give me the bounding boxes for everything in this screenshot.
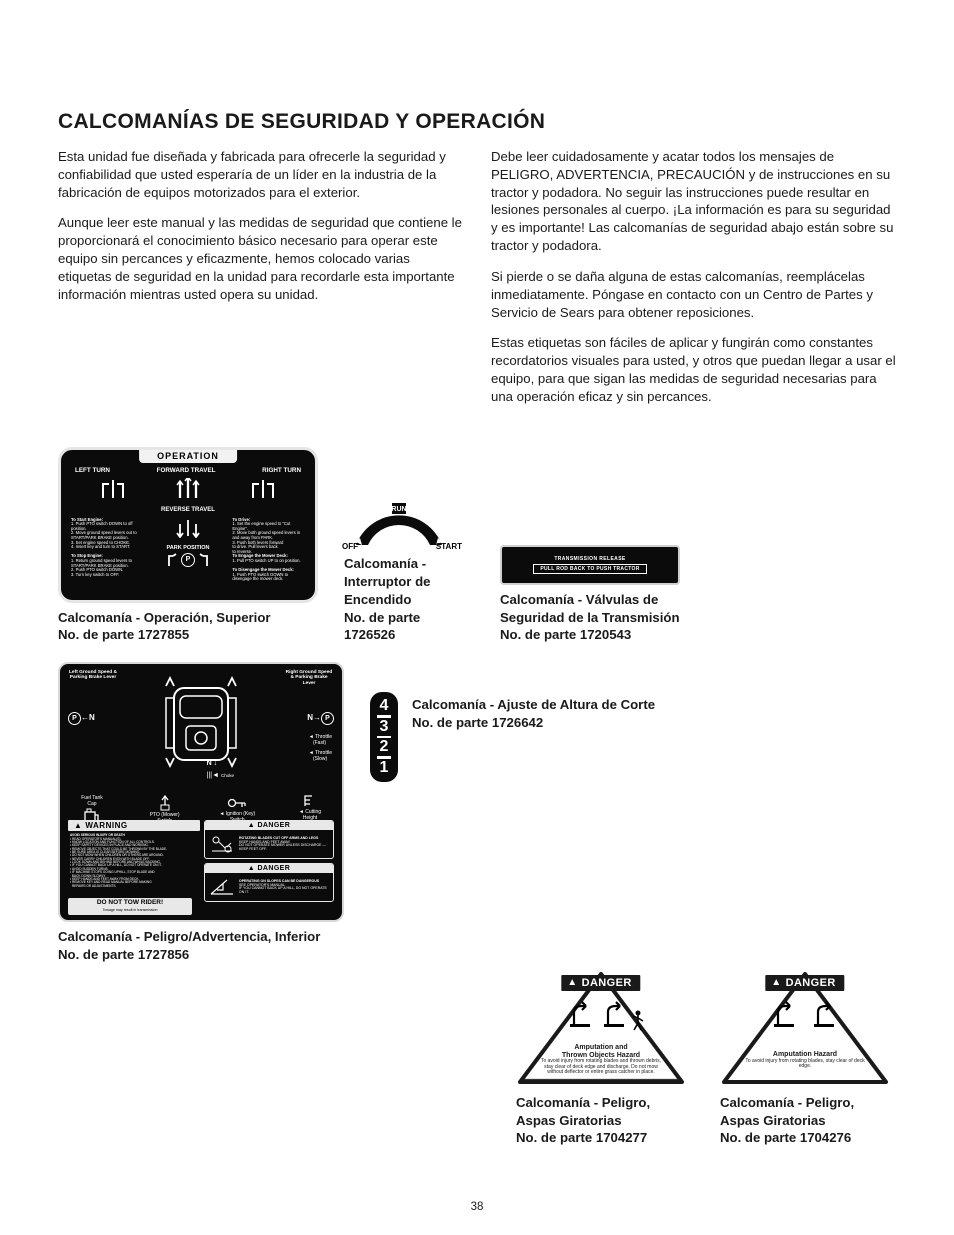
trans-caption-title: Calcomanía - Válvulas de Seguridad de la… [500, 591, 700, 627]
height-caption-title: Calcomanía - Ajuste de Altura de Corte [412, 696, 655, 714]
intro-left-p2: Aunque leer este manual y las medidas de… [58, 214, 463, 303]
lever-icon [99, 478, 127, 502]
height-caption-part: No. de parte 1726642 [412, 714, 655, 732]
danger-triangle-2: ▲DANGER Amputation Hazard To avoid injur… [720, 970, 890, 1088]
danger-triangle-1-block: ▲DANGER Amputation and Thrown Objects Ha… [516, 970, 686, 1147]
warning-decal: Left Ground Speed & Parking Brake Lever … [58, 662, 344, 922]
danger2-caption-part: No. de parte 1704276 [720, 1129, 890, 1147]
danger-banner-1: ▲DANGER [561, 975, 640, 991]
decal-row-1: OPERATION LEFT TURN FORWARD TRAVEL RIGHT… [58, 447, 896, 645]
decal-row-3: ▲DANGER Amputation and Thrown Objects Ha… [58, 970, 896, 1147]
switch-caption-title: Calcomanía - Interruptor de Encendido [344, 555, 474, 608]
intro-right-p1: Debe leer cuidadosamente y acatar todos … [491, 148, 896, 255]
park-symbol: P [181, 553, 195, 567]
switch-decal: RUN OFF START [344, 497, 454, 549]
decal-section: OPERATION LEFT TURN FORWARD TRAVEL RIGHT… [58, 447, 896, 1148]
warning-decal-block: Left Ground Speed & Parking Brake Lever … [58, 662, 348, 964]
instr-col-2: PARK POSITION P [152, 518, 225, 592]
reverse-label: REVERSE TRAVEL [161, 507, 215, 513]
danger-banner-2: ▲DANGER [765, 975, 844, 991]
operation-header: OPERATION [139, 449, 237, 463]
switch-off-label: OFF [342, 542, 358, 551]
svg-text:RUN: RUN [391, 506, 406, 513]
danger-mini-1: ▲ DANGER ROTATING BLADES CUT OFF ARMS AN… [204, 820, 334, 859]
danger1-sub: To avoid injury from rotating blades and… [536, 1059, 666, 1076]
height-n3: 3 [380, 719, 389, 735]
intro-right-p3: Estas etiquetas son fáciles de aplicar y… [491, 334, 896, 405]
switch-decal-block: RUN OFF START Calcomanía - Interruptor d… [344, 497, 474, 644]
page-title: CALCOMANÍAS DE SEGURIDAD Y OPERACIÓN [58, 110, 896, 134]
no-tow-banner: DO NOT TOW RIDER! Towage may result in t… [68, 898, 192, 915]
danger2-caption-title: Calcomanía - Peligro, Aspas Giratorias [720, 1094, 890, 1130]
park-arm-icon [167, 553, 178, 567]
warn-top-right: Right Ground Speed & Parking Brake Lever [284, 670, 334, 686]
trans-caption-part: No. de parte 1720543 [500, 626, 700, 644]
warn-top-left: Left Ground Speed & Parking Brake Lever [68, 670, 118, 686]
tractor-icon [136, 674, 266, 784]
trans-line1: TRANSMISSION RELEASE [554, 556, 625, 562]
intro-col-right: Debe leer cuidadosamente y acatar todos … [491, 148, 896, 419]
key-icon [227, 796, 247, 810]
lever-icon [174, 518, 202, 538]
intro-col-left: Esta unidad fue diseñada y fabricada par… [58, 148, 463, 419]
park-position-label: PARK POSITION [152, 545, 225, 551]
operation-caption-part: No. de parte 1727855 [58, 626, 318, 644]
intro-right-p2: Si pierde o se daña alguna de estas calc… [491, 268, 896, 321]
lever-icon [174, 478, 202, 502]
warning-caption-title: Calcomanía - Peligro/Advertencia, Inferi… [58, 928, 348, 946]
height-n1: 1 [380, 760, 389, 776]
trans-line2: PULL ROD BACK TO PUSH TRACTOR [533, 564, 646, 574]
danger1-caption-title: Calcomanía - Peligro, Aspas Giratorias [516, 1094, 686, 1130]
page-number: 38 [471, 1201, 484, 1213]
danger1-line1: Amputation and [536, 1044, 666, 1052]
warning-body-text: AVOID SERIOUS INJURY OR DEATH • READ OPE… [68, 831, 200, 891]
danger2-sub: To avoid injury from rotating blades, st… [740, 1059, 870, 1070]
switch-caption-part: No. de parte 1726526 [344, 609, 474, 645]
operation-decal: OPERATION LEFT TURN FORWARD TRAVEL RIGHT… [58, 447, 318, 603]
instr-col-1: To Start Engine:1. Push PTO switch DOWN … [71, 518, 144, 592]
decal-row-2: Left Ground Speed & Parking Brake Lever … [58, 662, 896, 964]
pto-icon [156, 795, 174, 811]
lever-icon [249, 478, 277, 502]
park-arm-icon [198, 553, 209, 567]
operation-caption-title: Calcomanía - Operación, Superior [58, 609, 318, 627]
height-n4: 4 [380, 698, 389, 714]
height-n2: 2 [380, 739, 389, 755]
ignition-icon-block: ◄ Ignition (Key)Switch [215, 796, 259, 823]
transmission-decal: TRANSMISSION RELEASE PULL ROD BACK TO PU… [500, 545, 680, 585]
warning-banner: ▲WARNING [68, 820, 200, 831]
intro-left-p1: Esta unidad fue diseñada y fabricada par… [58, 148, 463, 201]
height-decal-block: 4 3 2 1 Calcomanía - Ajuste de Altura de… [370, 692, 655, 782]
left-turn-label: LEFT TURN [75, 467, 110, 474]
right-turn-label: RIGHT TURN [262, 467, 301, 474]
danger-triangle-2-block: ▲DANGER Amputation Hazard To avoid injur… [720, 970, 890, 1147]
switch-start-label: START [436, 542, 462, 551]
operation-decal-block: OPERATION LEFT TURN FORWARD TRAVEL RIGHT… [58, 447, 318, 645]
forward-label: FORWARD TRAVEL [110, 467, 262, 474]
danger-mini-2: ▲ DANGER OPERATING ON SLOPES CAN BE DANG… [204, 863, 334, 902]
thrown-object-icon [209, 833, 235, 855]
danger-triangle-1: ▲DANGER Amputation and Thrown Objects Ha… [516, 970, 686, 1088]
height-lever-icon [302, 792, 318, 808]
intro-columns: Esta unidad fue diseñada y fabricada par… [58, 148, 896, 419]
warning-caption-part: No. de parte 1727856 [58, 946, 348, 964]
slope-icon [209, 876, 235, 898]
danger1-caption-part: No. de parte 1704277 [516, 1129, 686, 1147]
trans-decal-block: TRANSMISSION RELEASE PULL ROD BACK TO PU… [500, 545, 700, 644]
instr-col-3: To Drive:1. Set the engine speed to "Cut… [232, 518, 305, 592]
height-decal: 4 3 2 1 [370, 692, 398, 782]
